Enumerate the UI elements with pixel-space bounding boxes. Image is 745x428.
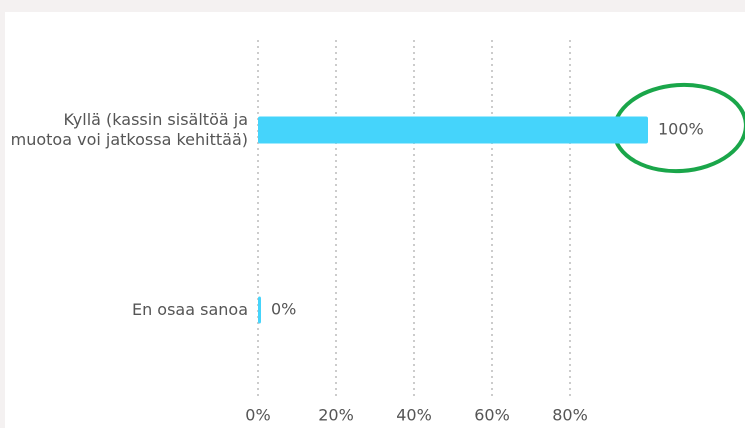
x-tick-label: 80% <box>552 406 588 425</box>
bar <box>258 116 648 144</box>
x-tick-label: 20% <box>318 406 354 425</box>
value-label: 0% <box>271 300 296 319</box>
value-label: 100% <box>658 120 704 139</box>
x-tick-label: 0% <box>245 406 270 425</box>
category-label: En osaa sanoa <box>131 300 248 319</box>
card <box>5 12 745 428</box>
category-label: Kyllä (kassin sisältöä ja muotoa voi jat… <box>10 110 248 149</box>
x-tick-label: 60% <box>474 406 510 425</box>
x-tick-label: 40% <box>396 406 432 425</box>
bar <box>258 296 261 324</box>
